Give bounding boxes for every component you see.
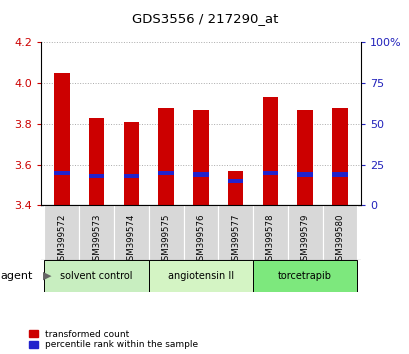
Bar <box>227 171 243 205</box>
Text: GSM399574: GSM399574 <box>126 213 135 266</box>
Bar <box>44 260 148 292</box>
Bar <box>54 171 70 175</box>
Bar <box>193 172 208 177</box>
Text: agent: agent <box>0 271 33 281</box>
Bar <box>297 172 312 177</box>
Bar <box>252 260 357 292</box>
Bar <box>183 205 218 260</box>
Text: GSM399575: GSM399575 <box>161 213 170 266</box>
Text: GSM399576: GSM399576 <box>196 213 205 266</box>
Bar <box>89 174 104 178</box>
Bar <box>54 73 70 205</box>
Bar <box>158 108 173 205</box>
Text: GSM399579: GSM399579 <box>300 213 309 266</box>
Bar <box>89 118 104 205</box>
Bar <box>158 171 173 175</box>
Bar <box>79 205 114 260</box>
Bar <box>123 174 139 178</box>
Bar <box>123 122 139 205</box>
Text: GSM399578: GSM399578 <box>265 213 274 266</box>
Bar <box>218 205 252 260</box>
Text: GSM399572: GSM399572 <box>57 213 66 266</box>
Text: GSM399577: GSM399577 <box>231 213 240 266</box>
Bar <box>114 205 148 260</box>
Bar <box>252 205 287 260</box>
Bar <box>262 171 278 175</box>
Text: torcetrapib: torcetrapib <box>277 271 331 281</box>
Bar <box>287 205 322 260</box>
Text: GDS3556 / 217290_at: GDS3556 / 217290_at <box>131 12 278 25</box>
Bar <box>262 97 278 205</box>
Bar <box>148 260 252 292</box>
Text: GSM399580: GSM399580 <box>335 213 344 266</box>
Bar <box>148 205 183 260</box>
Legend: transformed count, percentile rank within the sample: transformed count, percentile rank withi… <box>29 330 198 349</box>
Bar <box>331 172 347 177</box>
Text: GSM399573: GSM399573 <box>92 213 101 266</box>
Text: angiotensin II: angiotensin II <box>167 271 234 281</box>
Bar <box>322 205 357 260</box>
Bar <box>44 205 79 260</box>
Text: ▶: ▶ <box>43 271 52 281</box>
Text: solvent control: solvent control <box>60 271 133 281</box>
Bar <box>297 110 312 205</box>
Bar <box>193 110 208 205</box>
Bar <box>331 108 347 205</box>
Bar <box>227 179 243 183</box>
